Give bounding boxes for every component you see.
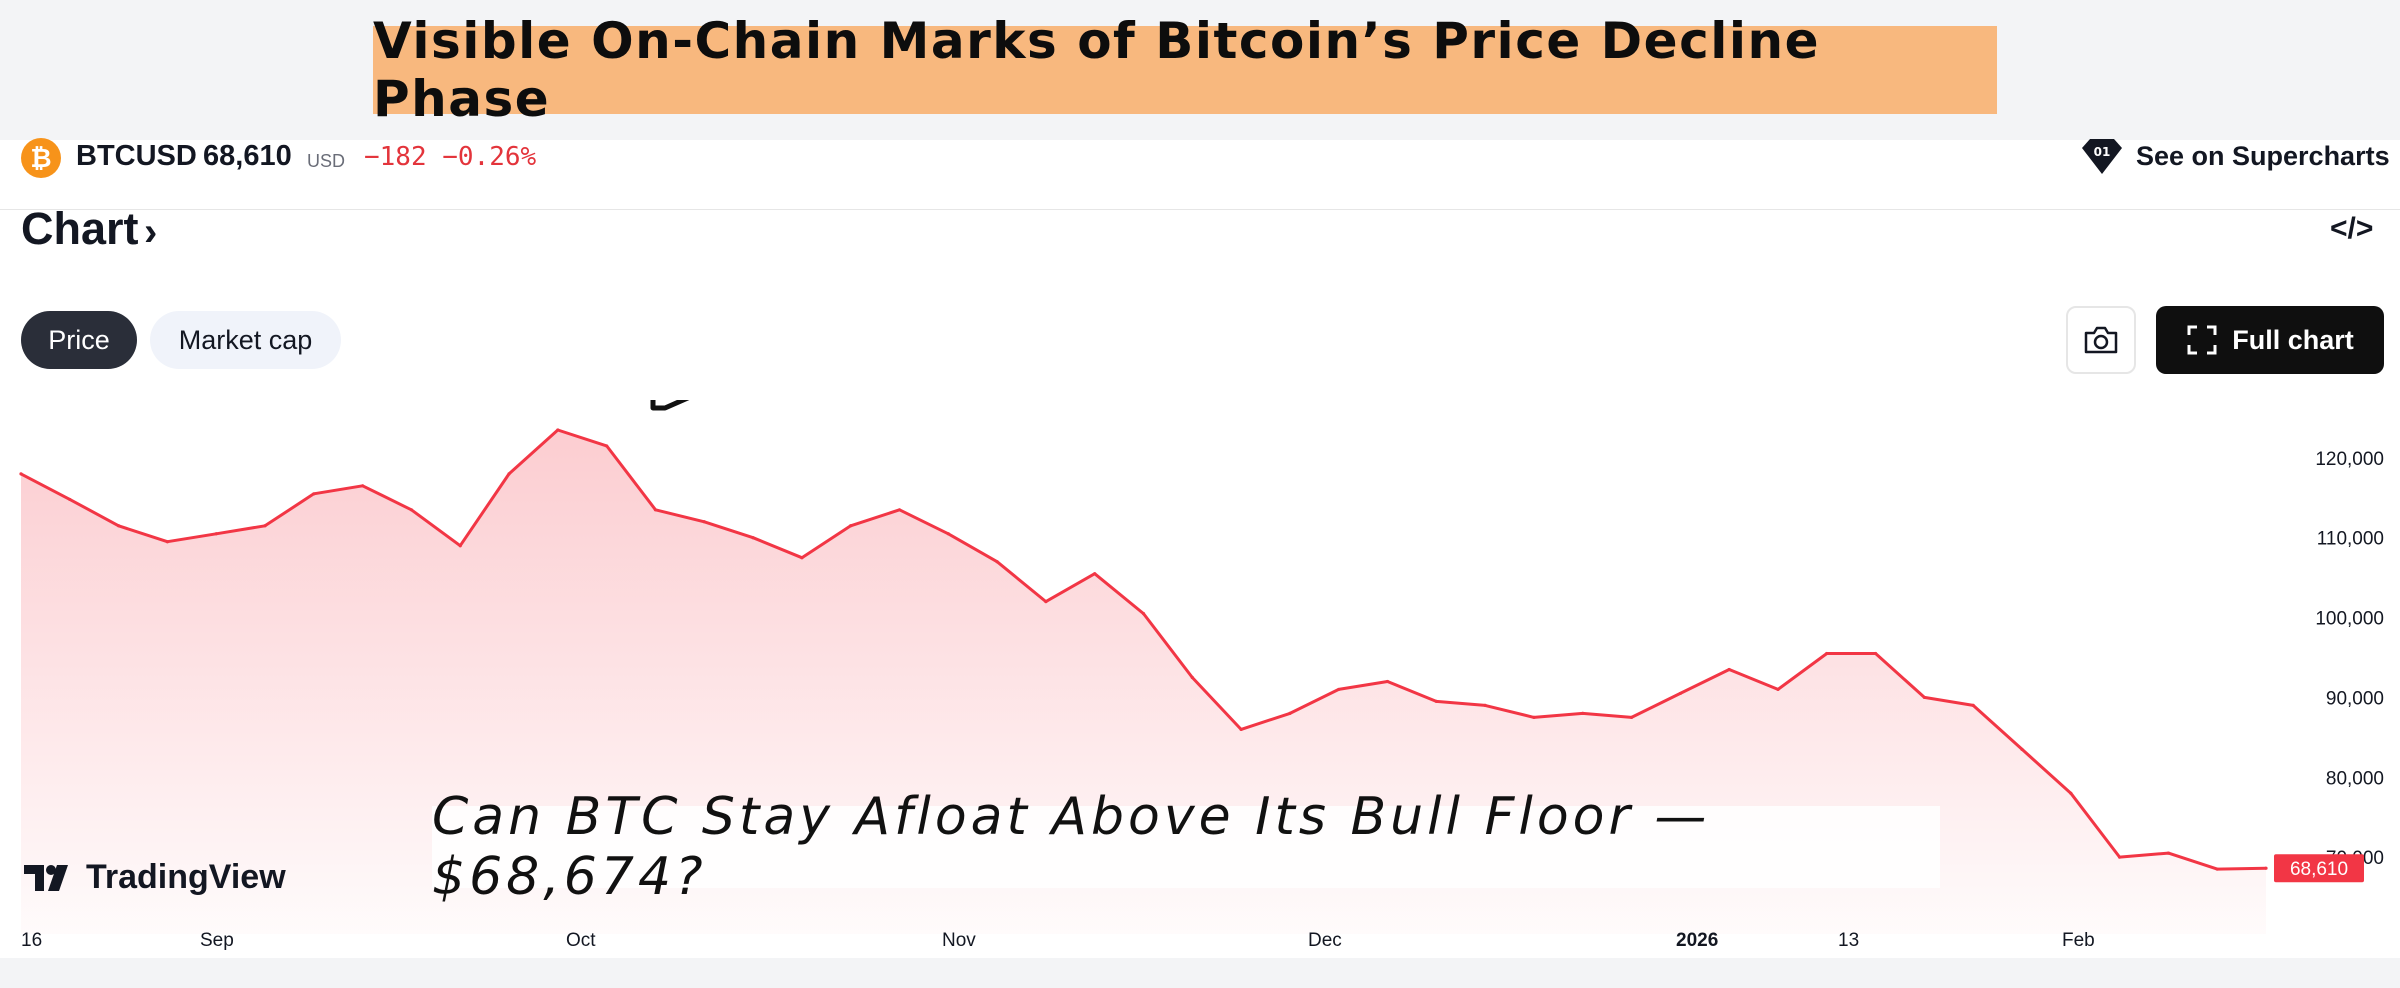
full-chart-label: Full chart — [2232, 324, 2354, 355]
price-point — [800, 556, 804, 560]
camera-icon — [2084, 326, 2118, 354]
price-point — [849, 524, 853, 528]
y-tick-label: 110,000 — [2317, 529, 2384, 550]
price-point — [897, 508, 902, 512]
price-point — [1141, 611, 1146, 616]
x-tick-label: Oct — [566, 930, 596, 951]
snapshot-button[interactable] — [2066, 306, 2136, 374]
tab-market-cap[interactable]: Market cap — [150, 311, 341, 369]
price-point — [1629, 715, 1634, 719]
price-point — [1825, 651, 1829, 656]
ticker-price: 68,610 — [203, 140, 292, 172]
price-point — [165, 540, 170, 544]
full-chart-button[interactable]: Full chart — [2156, 306, 2384, 374]
price-point — [556, 428, 560, 432]
price-point — [312, 492, 316, 496]
x-tick-label: Feb — [2062, 930, 2095, 951]
price-point — [2166, 851, 2170, 855]
y-tick-label: 120,000 — [2315, 449, 2384, 470]
tradingview-mark-icon — [24, 864, 68, 891]
chevron-right-icon[interactable]: › — [144, 210, 158, 254]
see-on-supercharts-link[interactable]: See on Supercharts — [2136, 141, 2390, 171]
price-point — [1190, 675, 1194, 680]
price-point — [1873, 651, 1878, 656]
price-point — [751, 536, 755, 540]
price-point — [1093, 572, 1097, 576]
price-point — [605, 444, 609, 448]
price-point — [19, 472, 23, 476]
price-point — [2020, 747, 2024, 751]
bitcoin-logo-icon: ₿ — [21, 138, 61, 178]
price-point — [1385, 679, 1390, 684]
price-point — [1922, 695, 1926, 700]
x-tick-label: 13 — [1838, 930, 1859, 951]
caption-overlay: Can BTC Stay Afloat Above Its Bull Floor… — [432, 787, 1940, 907]
price-point — [2069, 791, 2073, 795]
ticker-change: −182 −0.26% — [364, 142, 537, 172]
chart-title[interactable]: Chart — [21, 203, 139, 254]
svg-text:01: 01 — [2094, 145, 2111, 159]
footer-band — [0, 958, 2400, 988]
tradingview-wordmark: TradingView — [86, 858, 286, 896]
bitcoin-hand-icon: ₿ — [650, 400, 690, 411]
tradingview-logo[interactable]: TradingView — [24, 858, 286, 897]
price-point — [946, 532, 950, 536]
price-point — [2215, 867, 2219, 871]
price-point — [263, 524, 267, 528]
price-point — [458, 544, 462, 548]
price-point — [117, 524, 121, 528]
headline-banner: Visible On-Chain Marks of Bitcoin’s Pric… — [373, 12, 1997, 128]
price-point — [361, 484, 365, 488]
price-point — [507, 472, 511, 476]
price-point — [1434, 699, 1438, 704]
y-tick-label: 90,000 — [2326, 688, 2384, 709]
price-point — [2264, 866, 2268, 870]
y-tick-label: 80,000 — [2326, 768, 2384, 789]
ticker-unit: USD — [307, 151, 346, 171]
tab-price[interactable]: Price — [21, 311, 137, 369]
price-point — [1337, 687, 1341, 692]
price-point — [1044, 600, 1048, 604]
supercharts-icon[interactable]: 01 — [2078, 136, 2126, 176]
price-point — [1971, 703, 1975, 708]
code-icon[interactable]: </> — [2330, 212, 2374, 245]
x-tick-label: 2026 — [1676, 930, 1718, 951]
price-point — [214, 532, 218, 536]
fullscreen-icon — [2187, 325, 2217, 355]
ticker-symbol[interactable]: BTCUSD — [76, 140, 197, 172]
x-tick-label: Sep — [200, 930, 234, 951]
x-tick-label: Dec — [1308, 930, 1342, 951]
price-point — [68, 497, 72, 502]
y-tick-label: 100,000 — [2315, 609, 2384, 630]
price-point — [2117, 855, 2122, 859]
price-point — [653, 508, 658, 512]
last-price-tag — [2274, 854, 2364, 883]
price-point — [1483, 703, 1487, 708]
x-tick-label: Nov — [942, 930, 976, 951]
price-point — [1288, 711, 1292, 715]
price-point — [1581, 711, 1585, 715]
price-point — [1727, 667, 1731, 672]
price-point — [409, 508, 414, 512]
price-point — [1776, 687, 1780, 692]
price-point — [995, 560, 999, 564]
price-point — [702, 520, 706, 524]
price-point — [1239, 727, 1243, 731]
price-point — [1532, 715, 1536, 719]
price-point — [1678, 691, 1682, 696]
ticker-row — [0, 140, 2400, 210]
last-price-label: 68,610 — [2290, 859, 2348, 880]
x-tick-label: 16 — [21, 930, 42, 951]
